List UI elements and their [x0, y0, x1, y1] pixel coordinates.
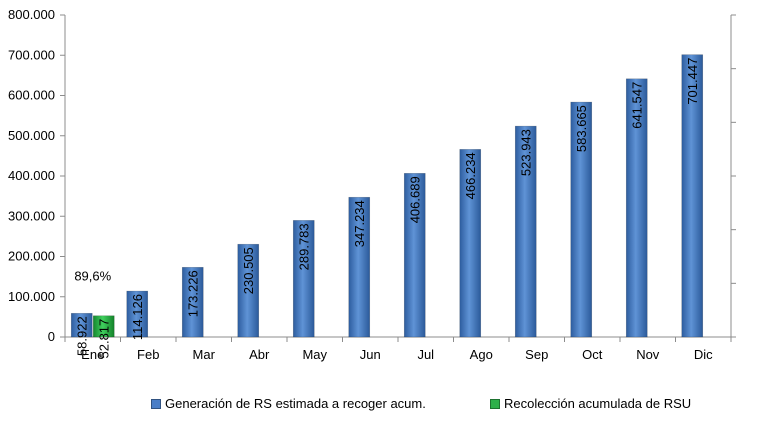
y-tick-label: 800.000	[8, 7, 55, 22]
bar-generation	[681, 54, 704, 338]
bar-generation	[70, 312, 93, 338]
data-label: 173.226	[186, 270, 201, 317]
x-tick-label: Ene	[81, 347, 104, 362]
x-tick-label: May	[302, 347, 327, 362]
x-tick-label: Feb	[137, 347, 159, 362]
data-label: 523.943	[519, 129, 534, 176]
data-labels: 58.922 114.126 173.226 230.505 289.783 347.23…	[75, 58, 701, 359]
data-label: 58.922	[75, 316, 90, 356]
y-tick-label: 200.000	[8, 249, 55, 264]
bar-generation	[348, 196, 371, 338]
data-label: 114.126	[130, 294, 145, 340]
y-tick-label: 100.000	[8, 289, 55, 304]
bar-generation	[570, 101, 593, 338]
data-label: 52.817	[97, 319, 112, 359]
data-label: 583.665	[574, 105, 589, 152]
y-tick-label: 700.000	[8, 47, 55, 62]
data-label: 347.234	[352, 200, 367, 247]
data-label: 466.234	[463, 152, 478, 199]
bar-generation	[625, 78, 648, 338]
bar-generation	[403, 173, 426, 338]
legend-swatch-generation	[151, 398, 161, 409]
y-tick-label: 300.000	[8, 208, 55, 223]
x-tick-label: Nov	[636, 347, 660, 362]
x-tick-label: Jun	[360, 347, 381, 362]
legend-label-generation: Generación de RS estimada a recoger acum…	[165, 396, 426, 411]
data-label: 406.689	[408, 176, 423, 223]
legend: Generación de RS estimada a recoger acum…	[0, 396, 783, 416]
x-tick-label: Dic	[694, 347, 713, 362]
data-label: 289.783	[297, 223, 312, 270]
bar-generation	[237, 243, 260, 338]
bar-generation	[292, 220, 315, 338]
y-tick-label: 0	[48, 329, 55, 344]
x-tick-label: Mar	[193, 347, 216, 362]
x-tick-label: Sep	[525, 347, 548, 362]
y-tick-label: 400.000	[8, 168, 55, 183]
bar-generation	[514, 125, 537, 338]
x-tick-label: Abr	[249, 347, 270, 362]
axes: 0 100.000 200.000 300.000 400.000 500.000 600.…	[8, 7, 736, 362]
data-label: 641.547	[630, 82, 645, 129]
bar-generation	[181, 266, 204, 338]
bar-generation	[459, 149, 482, 338]
bars	[70, 54, 704, 338]
data-label: 701.447	[685, 58, 700, 105]
legend-item-generation: Generación de RS estimada a recoger acum…	[151, 396, 426, 411]
bar-generation	[126, 290, 149, 338]
legend-label-collection: Recolección acumulada de RSU	[504, 396, 692, 411]
x-tick-label: Jul	[417, 347, 434, 362]
percentage-annotation: 89,6%	[74, 268, 111, 283]
bar-collection	[92, 315, 115, 338]
x-tick-label: Oct	[582, 347, 603, 362]
legend-item-collection: Recolección acumulada de RSU	[490, 396, 691, 411]
y-tick-label: 600.000	[8, 88, 55, 103]
y-tick-label: 500.000	[8, 128, 55, 143]
data-label: 230.505	[241, 247, 256, 294]
x-tick-label: Ago	[470, 347, 493, 362]
legend-swatch-collection	[490, 398, 500, 409]
